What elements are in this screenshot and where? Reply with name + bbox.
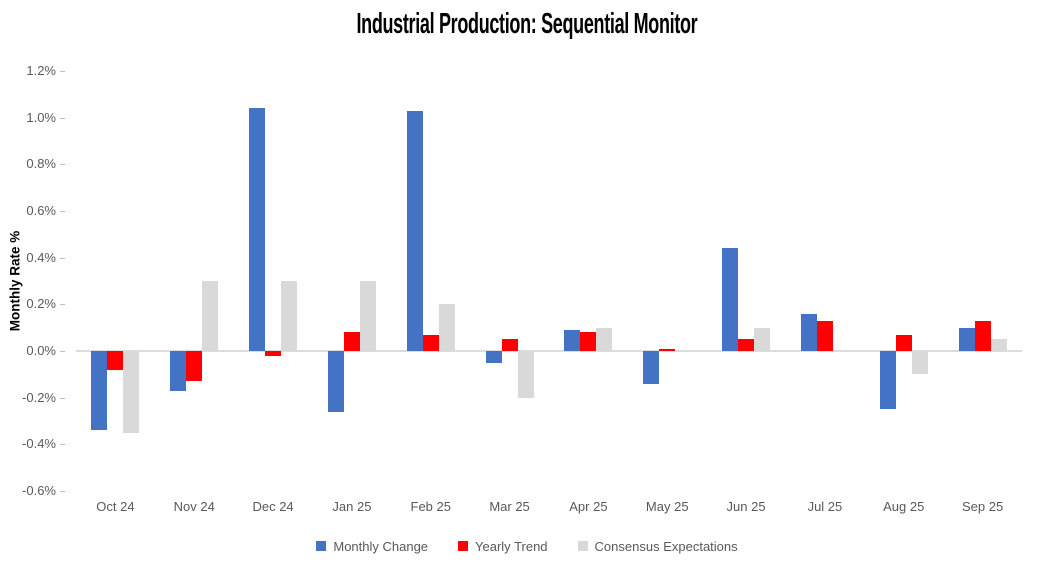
bar-monthly-change-jan-25 [328, 351, 344, 412]
bar-yearly-trend-feb-25 [423, 335, 439, 351]
y-tick-mark [60, 351, 65, 352]
legend: Monthly Change Yearly Trend Consensus Ex… [0, 535, 1054, 557]
bar-consensus-expectations-dec-24 [281, 281, 297, 351]
y-tick-mark [60, 444, 65, 446]
bar-monthly-change-sep-25 [959, 328, 975, 351]
bar-consensus-expectations-mar-25 [518, 351, 534, 398]
bar-monthly-change-jul-25 [801, 314, 817, 351]
y-tick-label: 0.0% [26, 343, 56, 358]
bar-consensus-expectations-nov-24 [202, 281, 218, 351]
bar-yearly-trend-jan-25 [344, 332, 360, 351]
legend-item-consensus-expectations: Consensus Expectations [577, 538, 738, 554]
zero-axis-line [76, 350, 1022, 352]
y-tick-label: 1.2% [26, 63, 56, 78]
legend-item-yearly-trend: Yearly Trend [458, 539, 548, 554]
bar-monthly-change-aug-25 [880, 351, 896, 409]
y-tick-label: 0.4% [26, 249, 56, 265]
bar-monthly-change-dec-24 [249, 108, 265, 351]
y-tick-mark [60, 164, 65, 166]
y-tick-label: -0.2% [22, 389, 56, 405]
bar-yearly-trend-jun-25 [738, 339, 754, 351]
y-tick-label: -0.4% [22, 436, 56, 452]
y-tick-mark [60, 257, 65, 259]
y-tick-mark [60, 397, 65, 399]
bar-monthly-change-mar-25 [486, 351, 502, 363]
bar-consensus-expectations-jan-25 [360, 281, 376, 351]
x-tick-label: Jul 25 [807, 499, 843, 514]
bar-yearly-trend-apr-25 [580, 332, 596, 351]
bar-monthly-change-jun-25 [722, 248, 738, 351]
x-tick-label: Feb 25 [410, 499, 451, 514]
x-tick-label: Aug 25 [883, 499, 925, 514]
bar-consensus-expectations-feb-25 [439, 304, 455, 351]
bar-monthly-change-may-25 [643, 351, 659, 384]
bar-consensus-expectations-jun-25 [754, 328, 770, 351]
x-tick-label: Apr 25 [569, 499, 608, 514]
bar-yearly-trend-dec-24 [265, 351, 281, 356]
x-tick-label: Dec 24 [252, 499, 294, 514]
x-tick-label: Mar 25 [489, 499, 530, 514]
y-axis-title: Monthly Rate % [7, 230, 23, 332]
y-tick-mark [60, 71, 65, 72]
bar-yearly-trend-nov-24 [186, 351, 202, 381]
chart-title: Industrial Production: Sequential Monito… [0, 8, 1054, 41]
bar-yearly-trend-aug-25 [896, 335, 912, 351]
legend-label-monthly-change: Monthly Change [333, 538, 429, 554]
bar-yearly-trend-oct-24 [107, 351, 123, 370]
bar-consensus-expectations-sep-25 [991, 339, 1007, 351]
y-tick-label: 1.0% [26, 109, 56, 125]
bar-monthly-change-oct-24 [91, 351, 107, 430]
bar-consensus-expectations-oct-24 [123, 351, 139, 433]
bar-monthly-change-feb-25 [407, 111, 423, 351]
x-tick-label: Jun 25 [726, 499, 766, 514]
legend-item-monthly-change: Monthly Change [316, 539, 428, 554]
y-tick-mark [60, 491, 65, 492]
bar-yearly-trend-jul-25 [817, 321, 833, 351]
y-tick-mark [60, 117, 65, 119]
x-tick-label: Sep 25 [961, 499, 1004, 514]
x-tick-label: Jan 25 [332, 499, 372, 514]
y-tick-mark [60, 211, 65, 212]
bar-monthly-change-apr-25 [564, 330, 580, 351]
x-tick-label: Nov 24 [173, 499, 215, 514]
y-tick-label: 0.8% [26, 156, 56, 172]
y-tick-label: -0.6% [22, 483, 56, 498]
legend-label-yearly-trend: Yearly Trend [475, 538, 548, 554]
y-tick-mark [60, 304, 65, 306]
x-tick-label: May 25 [645, 499, 689, 514]
bar-yearly-trend-mar-25 [502, 339, 518, 351]
bar-consensus-expectations-apr-25 [596, 328, 612, 351]
legend-swatch-yearly-trend [458, 541, 469, 551]
bar-yearly-trend-may-25 [659, 349, 675, 351]
bar-consensus-expectations-aug-25 [912, 351, 928, 374]
bar-monthly-change-nov-24 [170, 351, 186, 391]
x-tick-label: Oct 24 [96, 499, 135, 514]
legend-label-consensus-expectations: Consensus Expectations [594, 538, 738, 554]
legend-swatch-consensus-expectations [577, 541, 588, 551]
bar-yearly-trend-sep-25 [975, 321, 991, 351]
y-tick-label: 0.6% [26, 203, 56, 218]
chart-title-text: Industrial Production: Sequential Monito… [356, 8, 698, 40]
y-tick-label: 0.2% [26, 296, 56, 312]
legend-swatch-monthly-change [316, 541, 327, 551]
